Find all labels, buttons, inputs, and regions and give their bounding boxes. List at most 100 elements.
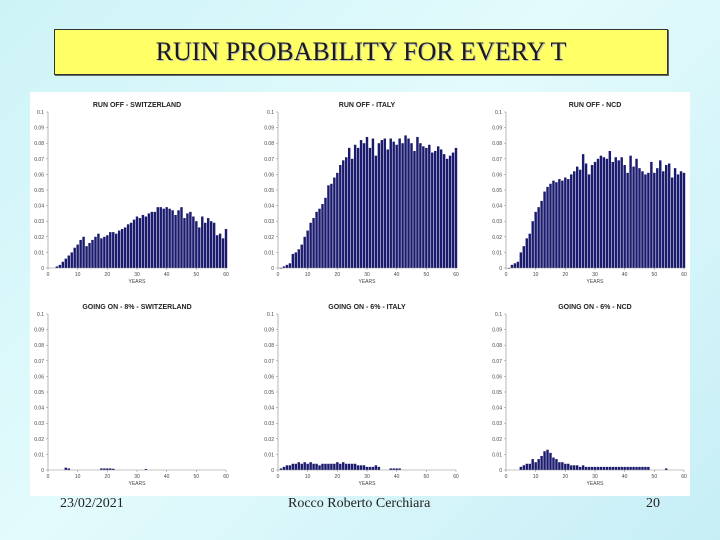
bar [147,213,151,268]
bar [126,224,130,268]
y-tick-label: 0.1 [37,312,44,318]
footer-date: 23/02/2021 [60,496,124,511]
bar [339,165,342,268]
bar [573,171,576,268]
bar [198,227,201,268]
bar [368,466,372,470]
bar [386,149,389,268]
bar [132,219,136,268]
y-tick-label: 0.05 [492,390,502,396]
bar [584,466,588,470]
bar [626,172,629,268]
bar [206,218,210,268]
bar [647,466,650,470]
bar [659,160,662,268]
bar [398,138,401,268]
y-tick-label: 0.01 [264,452,274,458]
y-tick-label: 0.08 [34,343,44,349]
bar [682,172,686,268]
bar [540,200,543,268]
bar [356,465,360,470]
bar [676,174,680,268]
bar [448,155,452,268]
bar [599,155,603,268]
bar [212,222,216,268]
bar [204,222,207,268]
bar [395,144,398,268]
x-tick-label: 60 [453,474,459,480]
y-tick-label: 0.01 [492,452,502,458]
y-tick-label: 0 [271,468,274,474]
bar [564,463,567,470]
bar [321,204,324,268]
bar [288,263,292,268]
x-tick-label: 30 [134,474,140,480]
bar [106,235,109,268]
bar [350,463,354,470]
bar [638,466,641,470]
bar [288,465,292,470]
bar [670,177,674,268]
bar [342,462,345,470]
x-axis-label: YEARS [129,279,147,285]
bar [664,165,668,268]
y-tick-label: 0.07 [34,359,44,365]
y-tick-label: 0 [41,468,44,474]
x-tick-label: 20 [105,272,111,278]
chart-panel: RUN OFF - SWITZERLAND 0 0.01 0.02 0.03 0.04 0.… [34,102,229,285]
bar [333,177,336,268]
bar [546,186,549,268]
y-tick-label: 0 [499,266,502,272]
bar [371,466,375,470]
bar [282,466,286,470]
bar [395,468,398,470]
x-tick-label: 60 [223,474,229,480]
bar [561,462,564,470]
bar [117,230,121,268]
y-tick-label: 0.03 [264,219,274,225]
y-tick-label: 0.06 [264,374,274,380]
bar [656,168,659,268]
bar [584,163,588,268]
bar [510,264,514,268]
bar [632,166,635,268]
bar [638,168,641,268]
bar [564,177,567,268]
bar [641,466,644,470]
bar [641,171,644,268]
y-tick-label: 0.1 [495,110,502,116]
bar [679,171,683,268]
bar [617,160,620,268]
chart-panel: RUN OFF - ITALY 0 0.01 0.02 0.03 0.04 0.05 0.06… [264,102,459,285]
bar [629,155,632,268]
y-tick-label: 0.09 [264,328,274,334]
y-tick-label: 0.01 [34,452,44,458]
x-tick-label: 60 [681,474,687,480]
x-tick-label: 20 [335,272,341,278]
bar [218,233,222,268]
bar [285,264,289,268]
bar [436,146,440,268]
bar [422,146,425,268]
bar [297,462,300,470]
bar [85,246,88,268]
bar [392,141,395,268]
chart-panel: GOING ON - 6% - NCD 0 0.01 0.02 0.03 0.04 0.05… [492,304,687,487]
bar [306,463,309,470]
bar [650,161,653,268]
bar [70,252,73,268]
bar [428,144,431,268]
chart-panel: RUN OFF - NCD 0 0.01 0.02 0.03 0.04 0.05 0.06 0.… [492,102,687,285]
x-tick-label: 60 [223,272,229,278]
bar [664,468,668,470]
chart-title: RUN OFF - SWITZERLAND [93,102,181,109]
bar [177,210,180,268]
x-tick-label: 0 [47,474,50,480]
bar [537,459,540,470]
bar [221,238,225,268]
bar [626,466,629,470]
bar [434,151,437,268]
bar [347,463,351,470]
bar [543,451,546,470]
bar [67,468,70,470]
